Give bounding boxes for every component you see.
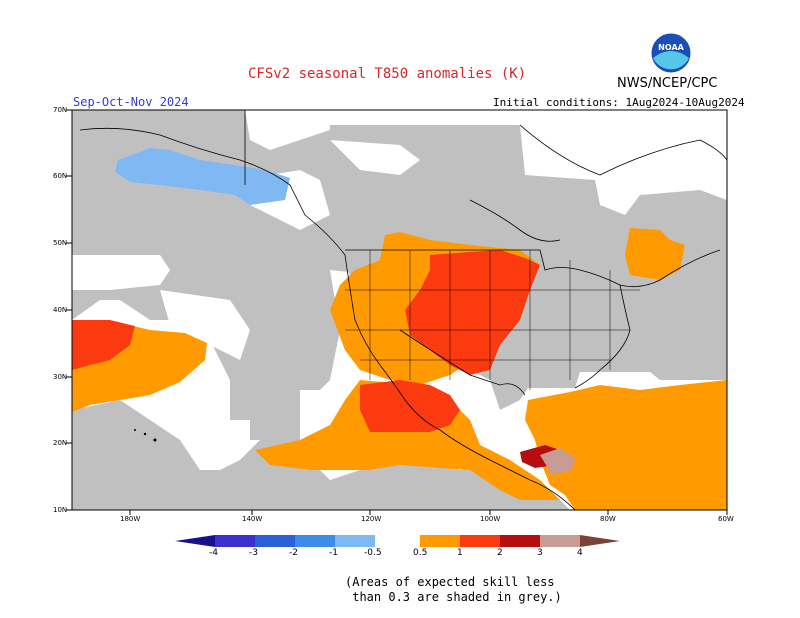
blue-anomaly-alaska <box>115 148 290 205</box>
lon-label-100w: 100W <box>480 515 501 523</box>
footnote-line1: (Areas of expected skill less <box>345 575 555 589</box>
colorbar-segment-m1-m05 <box>335 535 375 547</box>
island-marks <box>134 429 157 442</box>
colorbar-label-m05: -0.5 <box>364 548 382 558</box>
lon-label-80w: 80W <box>600 515 616 523</box>
colorbar-label-p2: 2 <box>497 548 503 558</box>
footnote: (Areas of expected skill less than 0.3 a… <box>345 575 562 605</box>
lon-label-60w: 60W <box>718 515 734 523</box>
colorbar-label-m1: -1 <box>329 548 338 558</box>
pink-anomaly <box>540 448 575 475</box>
lat-label-10n: 10N <box>53 506 68 514</box>
colorbar-label-m3: -3 <box>249 548 258 558</box>
colorbar-segment-m4-m3 <box>215 535 255 547</box>
lat-label-30n: 30N <box>53 373 68 381</box>
colorbar-segment-p1-p2 <box>460 535 500 547</box>
colorbar-segment-p05-p1 <box>420 535 460 547</box>
season-label: Sep-Oct-Nov 2024 <box>73 95 189 109</box>
initial-conditions-label: Initial conditions: 1Aug2024-10Aug2024 <box>493 96 745 109</box>
colorbar-label-p3: 3 <box>537 548 543 558</box>
lat-label-70n: 70N <box>53 106 68 114</box>
state-borders <box>345 250 640 390</box>
colorbar-label-p1: 1 <box>457 548 463 558</box>
noaa-logo-text: NOAA <box>658 43 684 52</box>
colorbar-label-p4: 4 <box>577 548 583 558</box>
colorbar-label-m2: -2 <box>289 548 298 558</box>
coastlines <box>79 110 728 511</box>
colorbar <box>175 535 620 547</box>
colorbar-label-m4: -4 <box>209 548 218 558</box>
noaa-logo: NOAA <box>650 32 692 74</box>
axis-ticks <box>66 109 728 515</box>
lat-label-50n: 50N <box>53 239 68 247</box>
lat-label-20n: 20N <box>53 439 68 447</box>
colorbar-segment-neutral <box>375 535 420 547</box>
agency-label: NWS/NCEP/CPC <box>617 76 718 91</box>
chart-title: CFSv2 seasonal T850 anomalies (K) <box>248 66 527 82</box>
colorbar-lowend <box>175 535 215 547</box>
colorbar-segment-p2-p3 <box>500 535 540 547</box>
colorbar-highend <box>580 535 620 547</box>
colorbar-segment-p3-p4 <box>540 535 580 547</box>
lat-label-40n: 40N <box>53 306 68 314</box>
colorbar-segment-m2-m1 <box>295 535 335 547</box>
lat-label-60n: 60N <box>53 172 68 180</box>
footnote-line2: than 0.3 are shaded in grey.) <box>345 590 562 604</box>
lon-label-140w: 140W <box>242 515 263 523</box>
lon-label-180w: 180W <box>120 515 141 523</box>
lon-label-120w: 120W <box>361 515 382 523</box>
colorbar-segment-m3-m2 <box>255 535 295 547</box>
colorbar-label-p05: 0.5 <box>413 548 428 558</box>
